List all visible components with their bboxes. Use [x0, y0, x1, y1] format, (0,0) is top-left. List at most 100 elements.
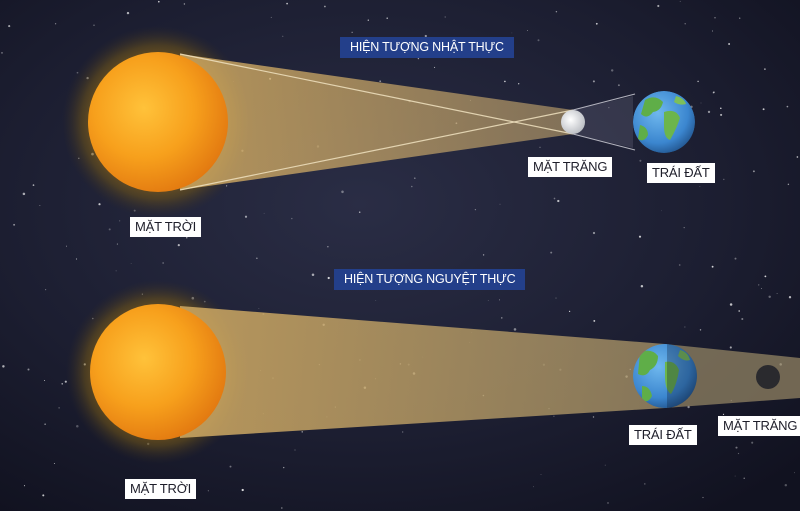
star	[752, 170, 755, 173]
star	[787, 183, 790, 186]
star	[608, 107, 610, 109]
star	[518, 83, 520, 85]
star	[738, 310, 741, 312]
star	[207, 490, 209, 492]
star	[61, 383, 63, 385]
star	[751, 441, 754, 444]
star	[186, 237, 188, 239]
star	[540, 474, 542, 475]
star	[661, 210, 662, 212]
eclipsed-moon-icon	[756, 365, 780, 389]
star	[737, 452, 740, 455]
star	[65, 245, 68, 247]
star	[699, 185, 701, 187]
star	[351, 31, 353, 33]
star	[711, 30, 714, 32]
star	[64, 380, 67, 383]
star	[499, 203, 501, 205]
star	[115, 270, 117, 272]
earth-shadow-cone	[665, 344, 800, 408]
star	[550, 251, 553, 254]
star	[702, 496, 704, 499]
star	[444, 16, 446, 18]
star	[513, 328, 517, 331]
moon-label: MẶT TRĂNG	[718, 416, 800, 436]
star	[758, 284, 760, 286]
star	[256, 257, 258, 259]
star	[553, 415, 555, 417]
star	[98, 203, 101, 206]
star	[504, 80, 506, 83]
star	[553, 197, 556, 200]
star	[592, 80, 595, 83]
star	[414, 177, 416, 179]
star	[44, 423, 46, 425]
star	[511, 32, 513, 34]
moon-shadow-cone	[573, 96, 633, 148]
star	[241, 488, 244, 492]
star	[764, 68, 766, 70]
star	[411, 185, 413, 188]
star	[301, 431, 303, 433]
star	[684, 23, 686, 25]
star	[44, 380, 46, 381]
star	[286, 2, 288, 5]
star	[734, 475, 736, 477]
light-ray	[179, 109, 574, 191]
star	[697, 80, 699, 83]
sun-icon	[90, 304, 226, 440]
star	[720, 107, 722, 110]
star	[291, 217, 293, 220]
star	[557, 199, 560, 203]
sun-label: MẶT TRỜI	[125, 479, 197, 499]
star	[53, 463, 55, 464]
star	[13, 223, 16, 226]
star	[741, 317, 744, 321]
star	[375, 300, 377, 301]
star	[379, 80, 382, 83]
star	[434, 66, 436, 68]
star	[58, 407, 60, 409]
star	[678, 264, 681, 266]
star	[638, 235, 642, 238]
star	[679, 0, 681, 2]
star	[788, 296, 792, 299]
star	[734, 257, 737, 260]
star	[424, 34, 427, 38]
star	[617, 84, 620, 87]
moon-label: MẶT TRĂNG	[528, 157, 613, 177]
star	[32, 184, 35, 186]
star	[539, 146, 541, 148]
moon-icon	[561, 110, 585, 134]
star	[177, 244, 180, 247]
star	[8, 25, 11, 28]
star	[764, 275, 767, 278]
star	[796, 156, 799, 158]
star	[27, 368, 30, 371]
star	[126, 11, 130, 15]
star	[743, 477, 745, 479]
earth-label: TRÁI ĐẤT	[647, 163, 715, 183]
star	[282, 35, 284, 37]
star	[639, 159, 642, 162]
star	[776, 293, 778, 294]
star	[341, 190, 344, 194]
sunlight-beam	[180, 306, 665, 438]
star	[311, 273, 315, 277]
shadow-edge-line	[572, 93, 636, 111]
star	[367, 19, 369, 21]
star	[683, 226, 685, 229]
star	[729, 303, 733, 306]
star	[327, 276, 330, 280]
star	[526, 30, 528, 32]
star	[1, 52, 3, 54]
sun-icon	[88, 52, 228, 192]
star	[768, 295, 771, 299]
star	[108, 228, 111, 231]
star	[280, 507, 283, 509]
star	[75, 258, 78, 260]
star	[294, 449, 296, 451]
star	[644, 483, 646, 485]
star	[501, 317, 503, 319]
